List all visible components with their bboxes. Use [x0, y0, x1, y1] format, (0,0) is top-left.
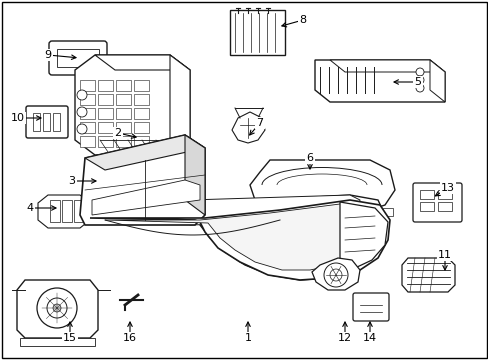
FancyBboxPatch shape — [412, 183, 461, 222]
Bar — [50, 200, 60, 222]
Polygon shape — [229, 10, 285, 55]
Circle shape — [77, 90, 87, 100]
Polygon shape — [231, 112, 264, 143]
Bar — [98, 136, 113, 147]
Bar — [80, 108, 95, 119]
Text: 15: 15 — [63, 333, 77, 343]
Bar — [57, 49, 99, 67]
Bar — [116, 108, 131, 119]
Circle shape — [329, 269, 341, 281]
Bar — [346, 208, 356, 216]
Polygon shape — [17, 280, 98, 338]
Polygon shape — [401, 258, 454, 292]
Bar — [33, 113, 40, 131]
Text: 7: 7 — [256, 118, 263, 128]
Polygon shape — [105, 204, 374, 270]
Bar — [419, 190, 433, 199]
Bar — [134, 136, 149, 147]
Polygon shape — [90, 200, 389, 280]
Bar — [74, 200, 84, 222]
Bar — [98, 80, 113, 91]
Text: 11: 11 — [437, 250, 451, 260]
Text: 16: 16 — [123, 333, 137, 343]
Bar — [134, 80, 149, 91]
Text: 6: 6 — [306, 153, 313, 163]
Text: 3: 3 — [68, 176, 75, 186]
Circle shape — [114, 174, 130, 190]
Bar — [263, 208, 272, 216]
Polygon shape — [249, 160, 394, 210]
Circle shape — [100, 172, 120, 192]
Bar — [98, 94, 113, 105]
Bar — [80, 80, 95, 91]
Circle shape — [47, 298, 67, 318]
Circle shape — [37, 288, 77, 328]
Text: 12: 12 — [337, 333, 351, 343]
Polygon shape — [190, 195, 359, 225]
Circle shape — [324, 263, 347, 287]
Bar — [20, 338, 95, 346]
Bar — [134, 108, 149, 119]
Circle shape — [105, 177, 115, 187]
Polygon shape — [339, 202, 387, 268]
Polygon shape — [95, 55, 190, 70]
Text: 9: 9 — [44, 50, 51, 60]
Bar — [80, 94, 95, 105]
Polygon shape — [314, 60, 444, 102]
Polygon shape — [92, 180, 200, 215]
Bar — [437, 202, 451, 211]
Bar — [80, 136, 95, 147]
Bar — [305, 208, 314, 216]
Polygon shape — [311, 258, 359, 290]
Bar — [437, 190, 451, 199]
Polygon shape — [429, 60, 444, 102]
Polygon shape — [90, 140, 190, 220]
Text: 8: 8 — [299, 15, 306, 25]
FancyBboxPatch shape — [26, 106, 68, 138]
Polygon shape — [90, 195, 384, 280]
Bar — [98, 122, 113, 133]
Circle shape — [415, 76, 423, 84]
Bar — [134, 94, 149, 105]
Polygon shape — [75, 55, 190, 155]
Polygon shape — [184, 135, 204, 215]
Circle shape — [77, 124, 87, 134]
Text: 13: 13 — [440, 183, 454, 193]
Bar — [419, 202, 433, 211]
Circle shape — [415, 84, 423, 92]
Bar — [116, 94, 131, 105]
Bar — [62, 200, 72, 222]
Text: 4: 4 — [26, 203, 34, 213]
Polygon shape — [80, 135, 204, 225]
Polygon shape — [329, 60, 444, 72]
Circle shape — [77, 107, 87, 117]
Circle shape — [415, 68, 423, 76]
Bar — [116, 80, 131, 91]
Text: 10: 10 — [11, 113, 25, 123]
Polygon shape — [100, 150, 184, 212]
Bar — [116, 136, 131, 147]
Bar — [80, 122, 95, 133]
Polygon shape — [85, 135, 204, 170]
Polygon shape — [170, 55, 190, 155]
Text: 14: 14 — [362, 333, 376, 343]
Polygon shape — [38, 195, 90, 228]
Bar — [116, 122, 131, 133]
FancyBboxPatch shape — [49, 41, 107, 75]
Text: 2: 2 — [114, 128, 122, 138]
Circle shape — [53, 304, 61, 312]
Bar — [43, 113, 50, 131]
Text: 5: 5 — [414, 77, 421, 87]
Bar — [134, 122, 149, 133]
Bar — [53, 113, 60, 131]
Bar — [98, 108, 113, 119]
Bar — [382, 208, 392, 216]
Text: 1: 1 — [244, 333, 251, 343]
FancyBboxPatch shape — [352, 293, 388, 321]
